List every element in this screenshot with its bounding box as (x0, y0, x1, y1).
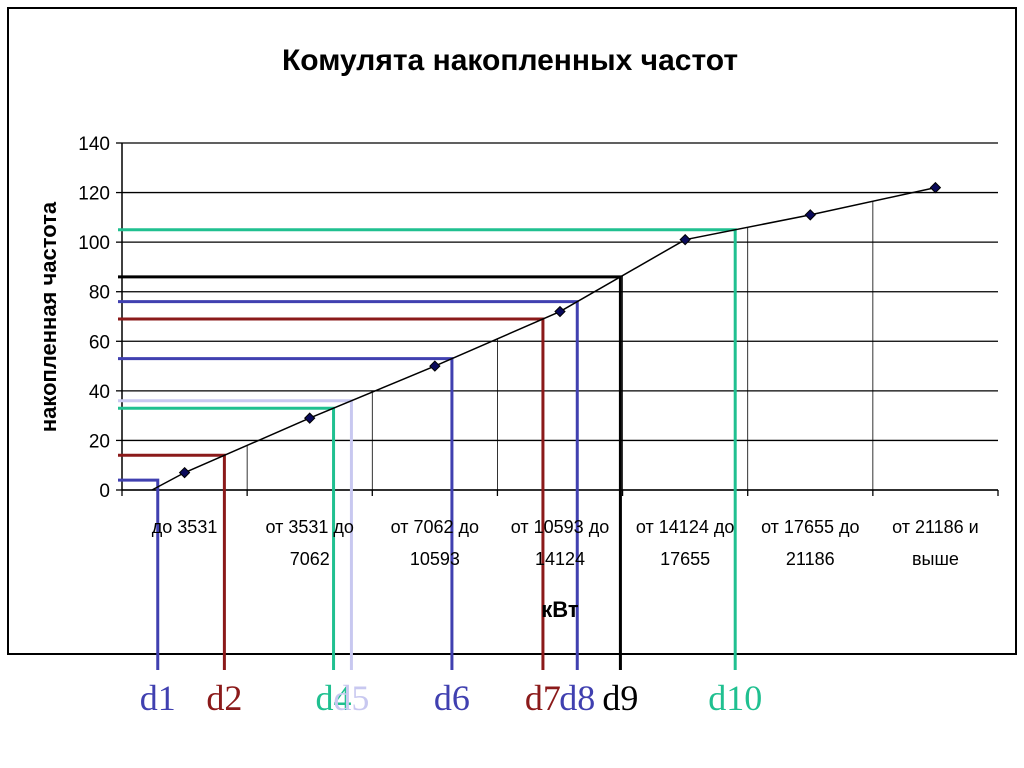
x-category-label: до 3531 (152, 517, 218, 537)
data-point (554, 305, 566, 318)
chart-title: Комулята накопленных частот (282, 44, 738, 77)
y-tick-label: 20 (89, 431, 110, 452)
chart-frame (7, 7, 1017, 655)
x-category-label: от 10593 до (511, 517, 609, 537)
guide-label-d2: d2 (206, 678, 242, 718)
y-axis-label: накопленная частота (36, 201, 61, 432)
x-category-label: от 3531 до (266, 517, 354, 537)
y-tick-label: 100 (78, 233, 110, 254)
guide-label-d8: d8 (559, 678, 595, 718)
y-tick-label: 80 (89, 283, 110, 304)
y-tick-label: 60 (89, 332, 110, 353)
guide-label-d9: d9 (602, 678, 638, 718)
x-category-label: 17655 (660, 549, 710, 569)
x-category-label: 7062 (290, 549, 330, 569)
x-category-label: от 7062 до (391, 517, 479, 537)
y-tick-label: 140 (78, 134, 110, 155)
data-point (304, 412, 316, 424)
x-category-label: 14124 (535, 549, 585, 569)
data-point (429, 360, 441, 372)
data-point (929, 181, 942, 194)
x-category-label: 21186 (786, 549, 835, 569)
x-category-label: от 14124 до (636, 517, 734, 537)
x-category-label: от 17655 до (761, 517, 859, 537)
guide-label-d5: d5 (333, 678, 369, 718)
y-tick-label: 0 (99, 481, 110, 502)
axis-labels: 0 20 40 60 80 100 120 140 до 3531 от 3531 до 7062 о… (78, 134, 978, 718)
series-layer (151, 181, 942, 491)
guide-label-d10: d10 (708, 678, 762, 718)
x-axis-label: кВт (541, 597, 579, 622)
guide-label-d1: d1 (140, 678, 176, 718)
guide-d1 (118, 478, 160, 670)
x-category-label: от 21186 и (892, 517, 979, 537)
series-line (151, 186, 936, 491)
axes (116, 142, 999, 496)
data-point (679, 233, 691, 246)
guide-label-d4: d4 (316, 678, 352, 718)
guide-label-d7: d7 (525, 678, 561, 718)
y-tick-label: 120 (78, 184, 110, 205)
data-point (178, 466, 191, 479)
x-category-label: выше (912, 549, 959, 569)
data-point (804, 209, 816, 221)
guide-label-d6: d6 (434, 678, 470, 718)
y-tick-label: 40 (89, 382, 110, 403)
x-category-label: 10593 (410, 549, 460, 569)
